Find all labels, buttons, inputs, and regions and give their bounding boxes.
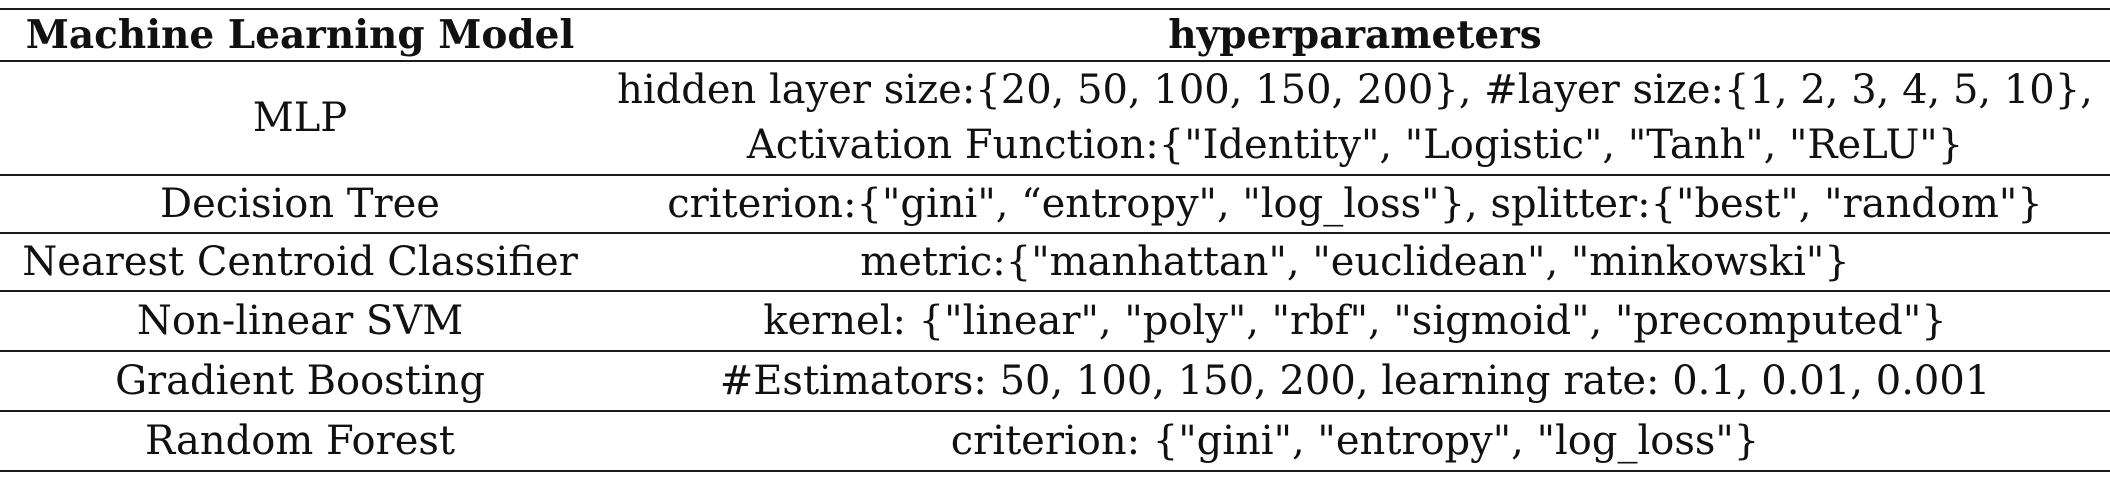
model-cell: Non-linear SVM	[0, 291, 600, 352]
column-header-model: Machine Learning Model	[0, 8, 600, 62]
model-cell: Random Forest	[0, 411, 600, 472]
table-body: MLP hidden layer size:{20, 50, 100, 150,…	[0, 61, 2110, 472]
hyperparameters-line: #Estimators: 50, 100, 150, 200, learning…	[719, 358, 1991, 404]
hyperparameters-line: kernel: {"linear", "poly", "rbf", "sigmo…	[763, 298, 1947, 344]
table-header: Machine Learning Model hyperparameters	[0, 8, 2110, 62]
model-cell: Nearest Centroid Classifier	[0, 233, 600, 292]
hyperparameter-table-container: Machine Learning Model hyperparameters M…	[0, 8, 2110, 472]
hyperparameters-line: metric:{"manhattan", "euclidean", "minko…	[860, 239, 1850, 285]
hyperparameters-cell: #Estimators: 50, 100, 150, 200, learning…	[600, 351, 2110, 412]
table-row: Decision Tree criterion:{"gini", “entrop…	[0, 175, 2110, 234]
hyperparameters-cell: criterion:{"gini", “entropy", "log_loss"…	[600, 175, 2110, 234]
table-row: Nearest Centroid Classifier metric:{"man…	[0, 233, 2110, 292]
column-header-hyperparameters: hyperparameters	[600, 8, 2110, 62]
model-cell: Gradient Boosting	[0, 351, 600, 412]
hyperparameters-line: hidden layer size:{20, 50, 100, 150, 200…	[617, 67, 2093, 113]
table-row: Non-linear SVM kernel: {"linear", "poly"…	[0, 291, 2110, 352]
table-row: Random Forest criterion: {"gini", "entro…	[0, 411, 2110, 472]
model-cell: Decision Tree	[0, 175, 600, 234]
hyperparameters-line: criterion: {"gini", "entropy", "log_loss…	[950, 418, 1760, 464]
hyperparameters-cell: criterion: {"gini", "entropy", "log_loss…	[600, 411, 2110, 472]
hyperparameters-line: criterion:{"gini", “entropy", "log_loss"…	[667, 181, 2043, 227]
table-row: MLP hidden layer size:{20, 50, 100, 150,…	[0, 61, 2110, 176]
hyperparameters-cell: hidden layer size:{20, 50, 100, 150, 200…	[600, 61, 2110, 176]
hyperparameters-cell: kernel: {"linear", "poly", "rbf", "sigmo…	[600, 291, 2110, 352]
hyperparameters-cell: metric:{"manhattan", "euclidean", "minko…	[600, 233, 2110, 292]
header-row: Machine Learning Model hyperparameters	[0, 8, 2110, 62]
model-cell: MLP	[0, 61, 600, 176]
hyperparameters-line: Activation Function:{"Identity", "Logist…	[746, 122, 1964, 168]
hyperparameter-table: Machine Learning Model hyperparameters M…	[0, 8, 2110, 472]
table-row: Gradient Boosting #Estimators: 50, 100, …	[0, 351, 2110, 412]
